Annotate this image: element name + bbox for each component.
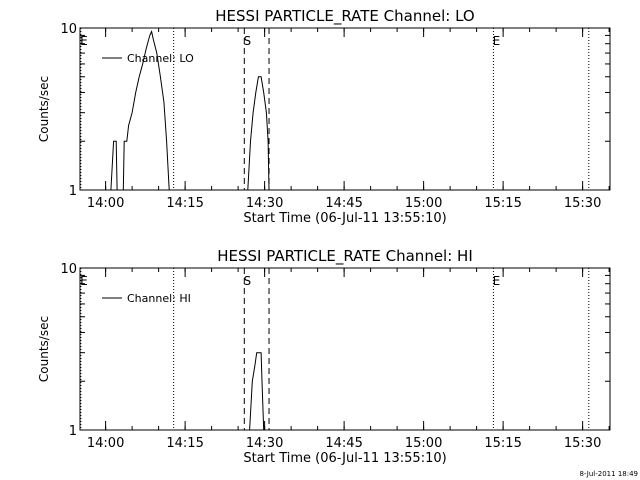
x-tick-label: 15:15 — [484, 436, 521, 451]
series-line — [247, 76, 270, 191]
x-tick-label: 14:30 — [246, 196, 283, 211]
x-tick-label: 15:30 — [564, 436, 601, 451]
x-tick-label: 14:00 — [87, 196, 124, 211]
footer-timestamp: 8-Jul-2011 18:49 — [579, 470, 638, 478]
marker-label: S — [243, 34, 251, 48]
y-tick-label: 1 — [69, 424, 77, 439]
x-tick-label: 14:30 — [246, 436, 283, 451]
x-tick-label: 15:00 — [405, 436, 442, 451]
x-tick-label: 14:15 — [166, 196, 203, 211]
x-tick-label: 15:30 — [564, 196, 601, 211]
chart-title: HESSI PARTICLE_RATE Channel: HI — [217, 247, 473, 266]
chart-title: HESSI PARTICLE_RATE Channel: LO — [215, 7, 474, 26]
panel-lo: HESSI PARTICLE_RATE Channel: LO Start Tim… — [37, 7, 611, 226]
x-tick-label: 14:45 — [325, 436, 362, 451]
x-axis-label: Start Time (06-Jul-11 13:55:10) — [243, 211, 446, 226]
marker-label: E — [80, 274, 88, 288]
plot-frame — [79, 27, 611, 191]
x-tick-label: 15:00 — [405, 196, 442, 211]
x-tick-label: 15:15 — [484, 196, 521, 211]
y-axis-label: Counts/sec — [37, 316, 51, 382]
marker-label: E — [493, 34, 501, 48]
y-tick-label: 1 — [69, 184, 77, 199]
marker-label: E — [80, 34, 88, 48]
legend-label: Channel: LO — [127, 52, 194, 65]
y-axis-label: Counts/sec — [37, 76, 51, 142]
plot-frame — [79, 267, 611, 431]
x-tick-label: 14:15 — [166, 436, 203, 451]
y-tick-label: 10 — [60, 262, 77, 277]
legend-label: Channel: HI — [127, 292, 191, 305]
marker-label: E — [493, 274, 501, 288]
marker-label: S — [243, 274, 251, 288]
x-tick-label: 14:45 — [325, 196, 362, 211]
x-tick-label: 14:00 — [87, 436, 124, 451]
x-axis-label: Start Time (06-Jul-11 13:55:10) — [243, 451, 446, 466]
series-line — [249, 352, 265, 431]
series-line — [110, 30, 170, 191]
panel-hi: HESSI PARTICLE_RATE Channel: HI Start Tim… — [37, 247, 611, 466]
y-tick-label: 10 — [60, 22, 77, 37]
